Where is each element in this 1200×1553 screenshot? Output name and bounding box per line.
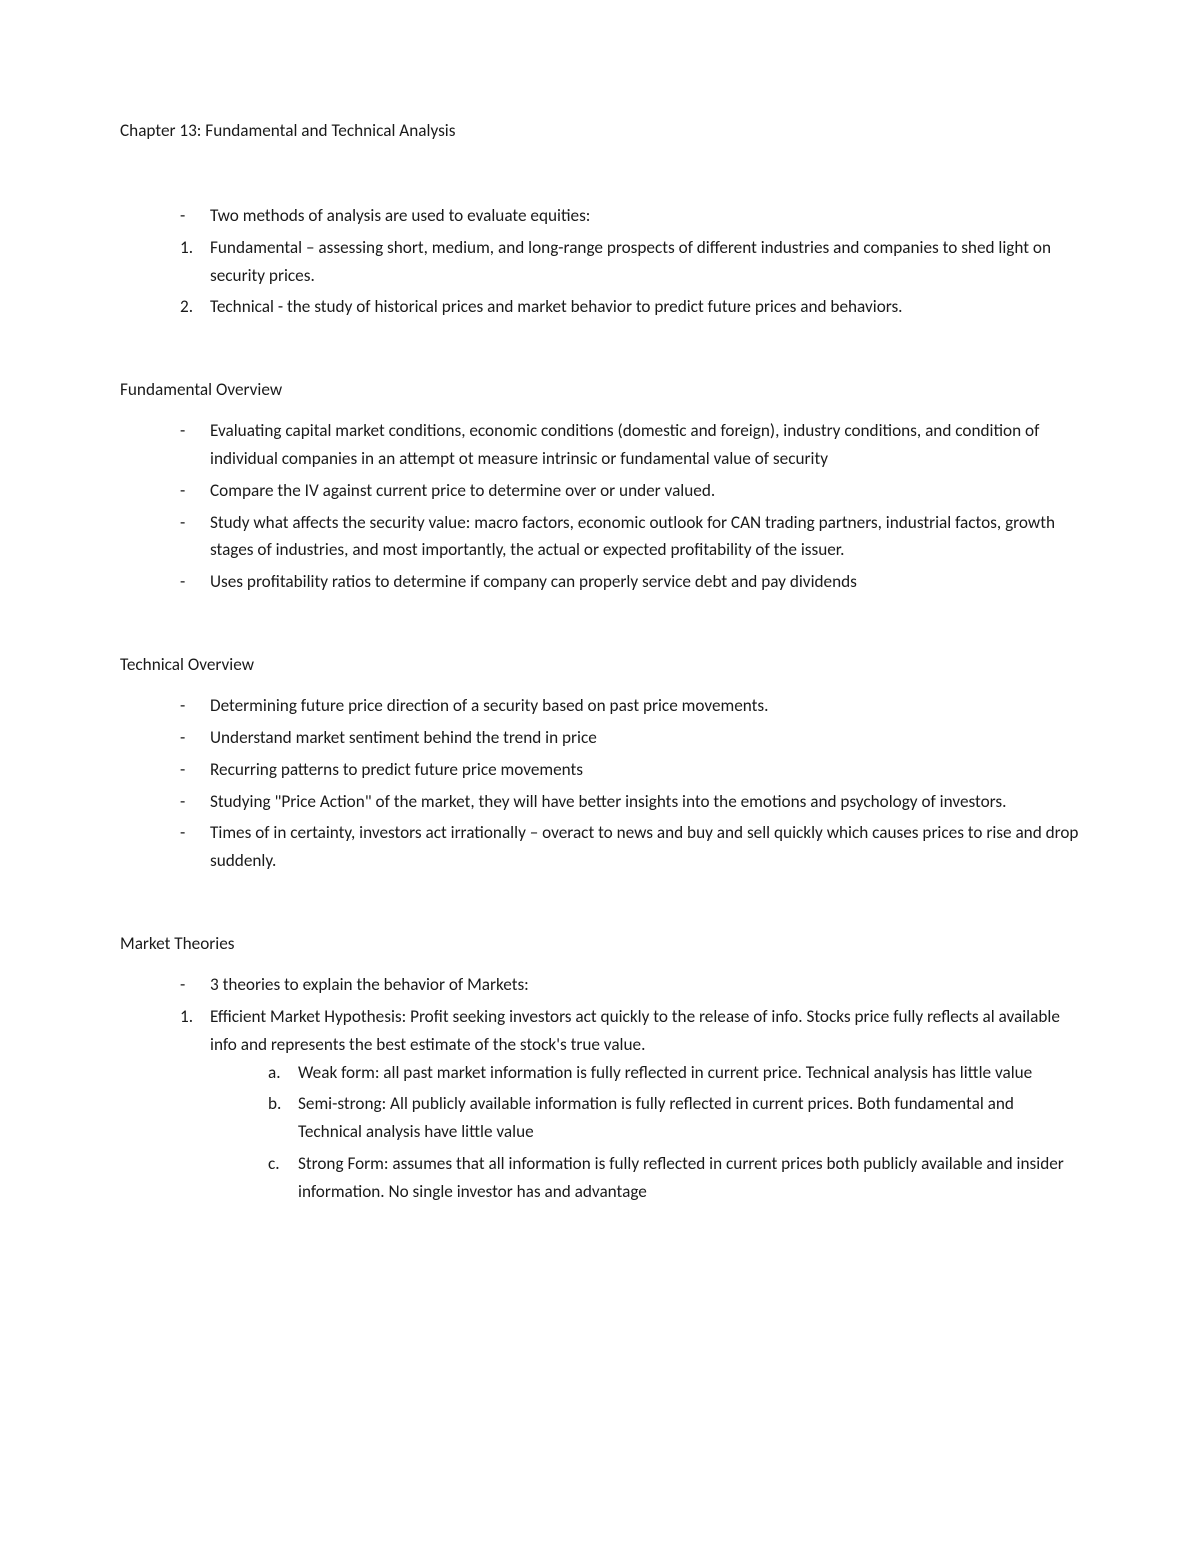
list-item: Determining future price direction of a … [180, 692, 1080, 720]
market-theories-section: Market Theories 3 theories to explain th… [120, 931, 1080, 1206]
intro-bullet-list: Two methods of analysis are used to eval… [120, 202, 1080, 230]
list-item: Evaluating capital market conditions, ec… [180, 417, 1080, 473]
document-page: Chapter 13: Fundamental and Technical An… [0, 0, 1200, 1290]
list-item: Studying "Price Action" of the market, t… [180, 788, 1080, 816]
bullet-list: 3 theories to explain the behavior of Ma… [120, 971, 1080, 999]
list-item: Times of in certainty, investors act irr… [180, 819, 1080, 875]
section-heading: Market Theories [120, 931, 1080, 957]
section-heading: Technical Overview [120, 652, 1080, 678]
fundamental-section: Fundamental Overview Evaluating capital … [120, 377, 1080, 596]
list-item: 3 theories to explain the behavior of Ma… [180, 971, 1080, 999]
section-heading: Fundamental Overview [120, 377, 1080, 403]
list-item: Study what affects the security value: m… [180, 509, 1080, 565]
bullet-list: Evaluating capital market conditions, ec… [120, 417, 1080, 596]
list-item: Understand market sentiment behind the t… [180, 724, 1080, 752]
list-item: Weak form: all past market information i… [268, 1059, 1080, 1087]
list-item: Compare the IV against current price to … [180, 477, 1080, 505]
list-item: Fundamental – assessing short, medium, a… [180, 234, 1080, 290]
intro-section: Two methods of analysis are used to eval… [120, 202, 1080, 321]
chapter-title: Chapter 13: Fundamental and Technical An… [120, 118, 1080, 144]
list-item: Semi-strong: All publicly available info… [268, 1090, 1080, 1146]
list-item: Efficient Market Hypothesis: Profit seek… [180, 1003, 1080, 1206]
intro-numbered-list: Fundamental – assessing short, medium, a… [120, 234, 1080, 322]
list-item: Technical - the study of historical pric… [180, 293, 1080, 321]
list-item: Strong Form: assumes that all informatio… [268, 1150, 1080, 1206]
list-item-text: Efficient Market Hypothesis: Profit seek… [210, 1006, 1060, 1055]
list-item: Two methods of analysis are used to eval… [180, 202, 1080, 230]
technical-section: Technical Overview Determining future pr… [120, 652, 1080, 875]
list-item: Recurring patterns to predict future pri… [180, 756, 1080, 784]
list-item: Uses profitability ratios to determine i… [180, 568, 1080, 596]
lettered-list: Weak form: all past market information i… [210, 1059, 1080, 1206]
bullet-list: Determining future price direction of a … [120, 692, 1080, 875]
numbered-list: Efficient Market Hypothesis: Profit seek… [120, 1003, 1080, 1206]
